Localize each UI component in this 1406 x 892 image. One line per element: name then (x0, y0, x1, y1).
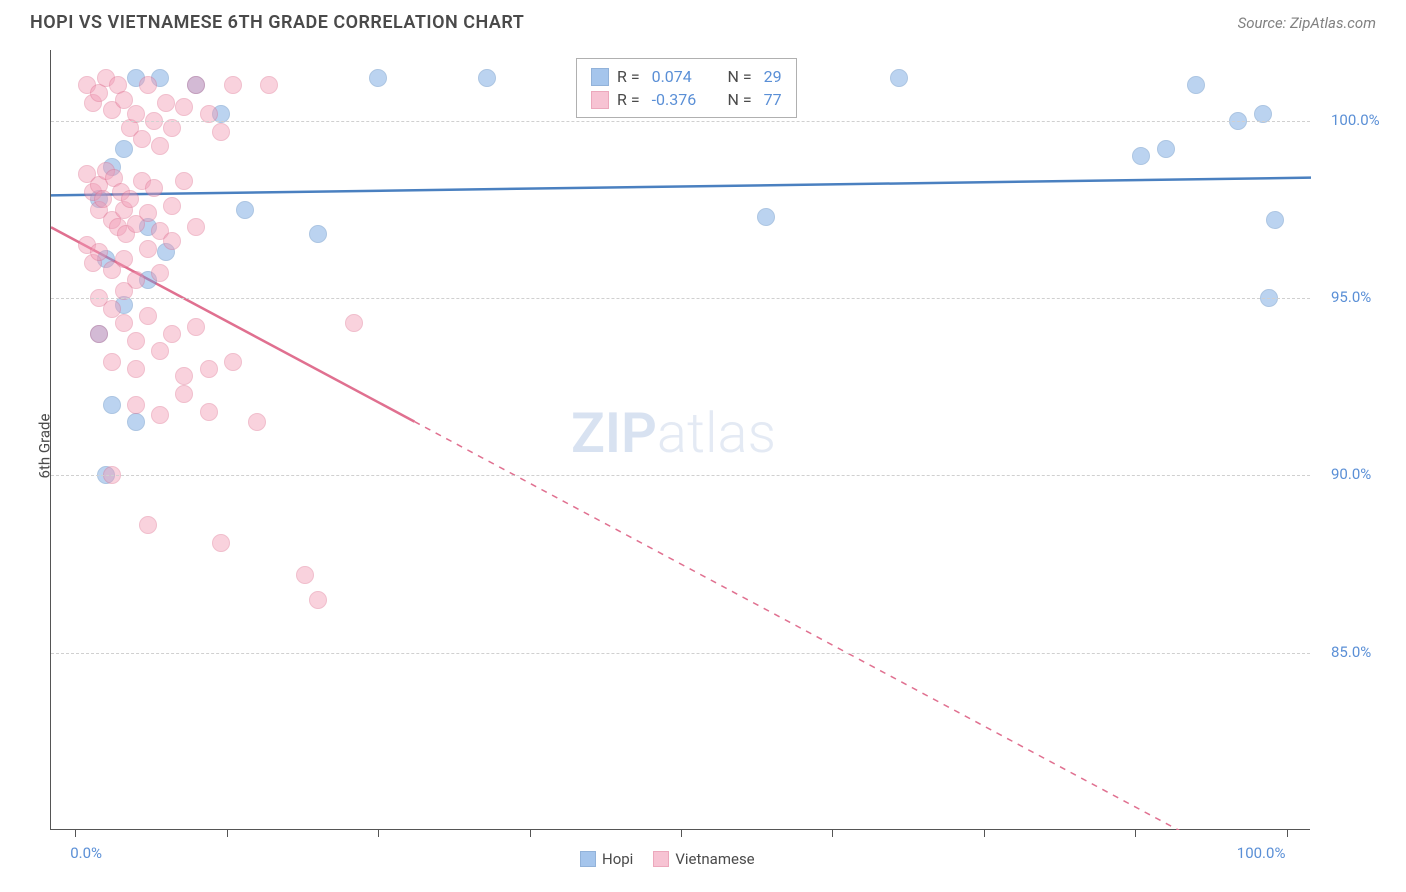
y-tick-label: 90.0% (1331, 465, 1371, 483)
scatter-point (94, 190, 112, 208)
scatter-point (139, 240, 157, 258)
scatter-point (127, 396, 145, 414)
scatter-point (115, 314, 133, 332)
legend-n-label: N = (720, 90, 756, 109)
legend-n-value: 77 (764, 90, 782, 109)
stats-legend: R = 0.074 N = 29R = -0.376 N = 77 (576, 58, 797, 118)
scatter-point (139, 307, 157, 325)
scatter-point (187, 318, 205, 336)
scatter-point (157, 94, 175, 112)
scatter-point (163, 232, 181, 250)
scatter-point (478, 69, 496, 87)
scatter-point (200, 360, 218, 378)
scatter-point (175, 172, 193, 190)
source-label: Source: ZipAtlas.com (1238, 14, 1376, 32)
y-tick-label: 95.0% (1331, 288, 1371, 306)
legend-swatch (653, 851, 669, 867)
scatter-point (236, 201, 254, 219)
scatter-point (309, 591, 327, 609)
legend-r-value: 0.074 (652, 67, 712, 86)
gridline-h (51, 475, 1310, 476)
legend-item: Vietnamese (653, 850, 754, 868)
legend-series-name: Vietnamese (675, 850, 754, 868)
series-legend: Hopi Vietnamese (580, 850, 755, 868)
legend-series-name: Hopi (602, 850, 633, 868)
scatter-point (187, 218, 205, 236)
scatter-point (90, 325, 108, 343)
scatter-point (151, 137, 169, 155)
scatter-point (145, 179, 163, 197)
scatter-point (121, 190, 139, 208)
scatter-point (90, 243, 108, 261)
legend-swatch (591, 91, 609, 109)
x-tick (75, 829, 76, 837)
scatter-point (127, 332, 145, 350)
scatter-point (248, 413, 266, 431)
gridline-h (51, 121, 1310, 122)
chart-plot-area: ZIPatlas R = 0.074 N = 29R = -0.376 N = … (50, 50, 1310, 830)
scatter-point (890, 69, 908, 87)
scatter-point (1187, 76, 1205, 94)
scatter-point (1157, 140, 1175, 158)
scatter-point (127, 360, 145, 378)
scatter-point (115, 250, 133, 268)
scatter-point (757, 208, 775, 226)
stats-legend-row: R = 0.074 N = 29 (591, 65, 782, 88)
scatter-point (224, 76, 242, 94)
scatter-point (309, 225, 327, 243)
legend-r-value: -0.376 (652, 90, 712, 109)
scatter-point (345, 314, 363, 332)
gridline-h (51, 298, 1310, 299)
scatter-point (133, 130, 151, 148)
x-tick (530, 829, 531, 837)
scatter-point (1132, 147, 1150, 165)
scatter-point (1266, 211, 1284, 229)
legend-n-value: 29 (764, 67, 782, 86)
scatter-points-layer (51, 50, 1310, 829)
scatter-point (115, 140, 133, 158)
x-tick (681, 829, 682, 837)
x-tick (984, 829, 985, 837)
scatter-point (103, 396, 121, 414)
scatter-point (163, 197, 181, 215)
scatter-point (175, 385, 193, 403)
legend-n-label: N = (720, 67, 756, 86)
scatter-point (127, 413, 145, 431)
gridline-h (51, 653, 1310, 654)
scatter-point (296, 566, 314, 584)
x-tick (1287, 829, 1288, 837)
scatter-point (175, 367, 193, 385)
scatter-point (260, 76, 278, 94)
legend-item: Hopi (580, 850, 633, 868)
legend-swatch (580, 851, 596, 867)
scatter-point (151, 264, 169, 282)
scatter-point (224, 353, 242, 371)
legend-swatch (591, 68, 609, 86)
x-tick (832, 829, 833, 837)
legend-r-label: R = (617, 67, 644, 86)
scatter-point (212, 534, 230, 552)
y-tick-label: 100.0% (1331, 111, 1380, 129)
legend-r-label: R = (617, 90, 644, 109)
scatter-point (163, 325, 181, 343)
scatter-point (200, 403, 218, 421)
x-tick (227, 829, 228, 837)
chart-title: HOPI VS VIETNAMESE 6TH GRADE CORRELATION… (30, 12, 524, 33)
scatter-point (212, 123, 230, 141)
x-tick-label: 0.0% (70, 844, 102, 862)
scatter-point (151, 342, 169, 360)
x-tick (378, 829, 379, 837)
y-tick-label: 85.0% (1331, 643, 1371, 661)
x-tick-label: 100.0% (1237, 844, 1286, 862)
scatter-point (175, 98, 193, 116)
scatter-point (151, 406, 169, 424)
scatter-point (139, 76, 157, 94)
scatter-point (103, 353, 121, 371)
scatter-point (139, 204, 157, 222)
scatter-point (369, 69, 387, 87)
scatter-point (139, 516, 157, 534)
stats-legend-row: R = -0.376 N = 77 (591, 88, 782, 111)
scatter-point (187, 76, 205, 94)
x-tick (1135, 829, 1136, 837)
